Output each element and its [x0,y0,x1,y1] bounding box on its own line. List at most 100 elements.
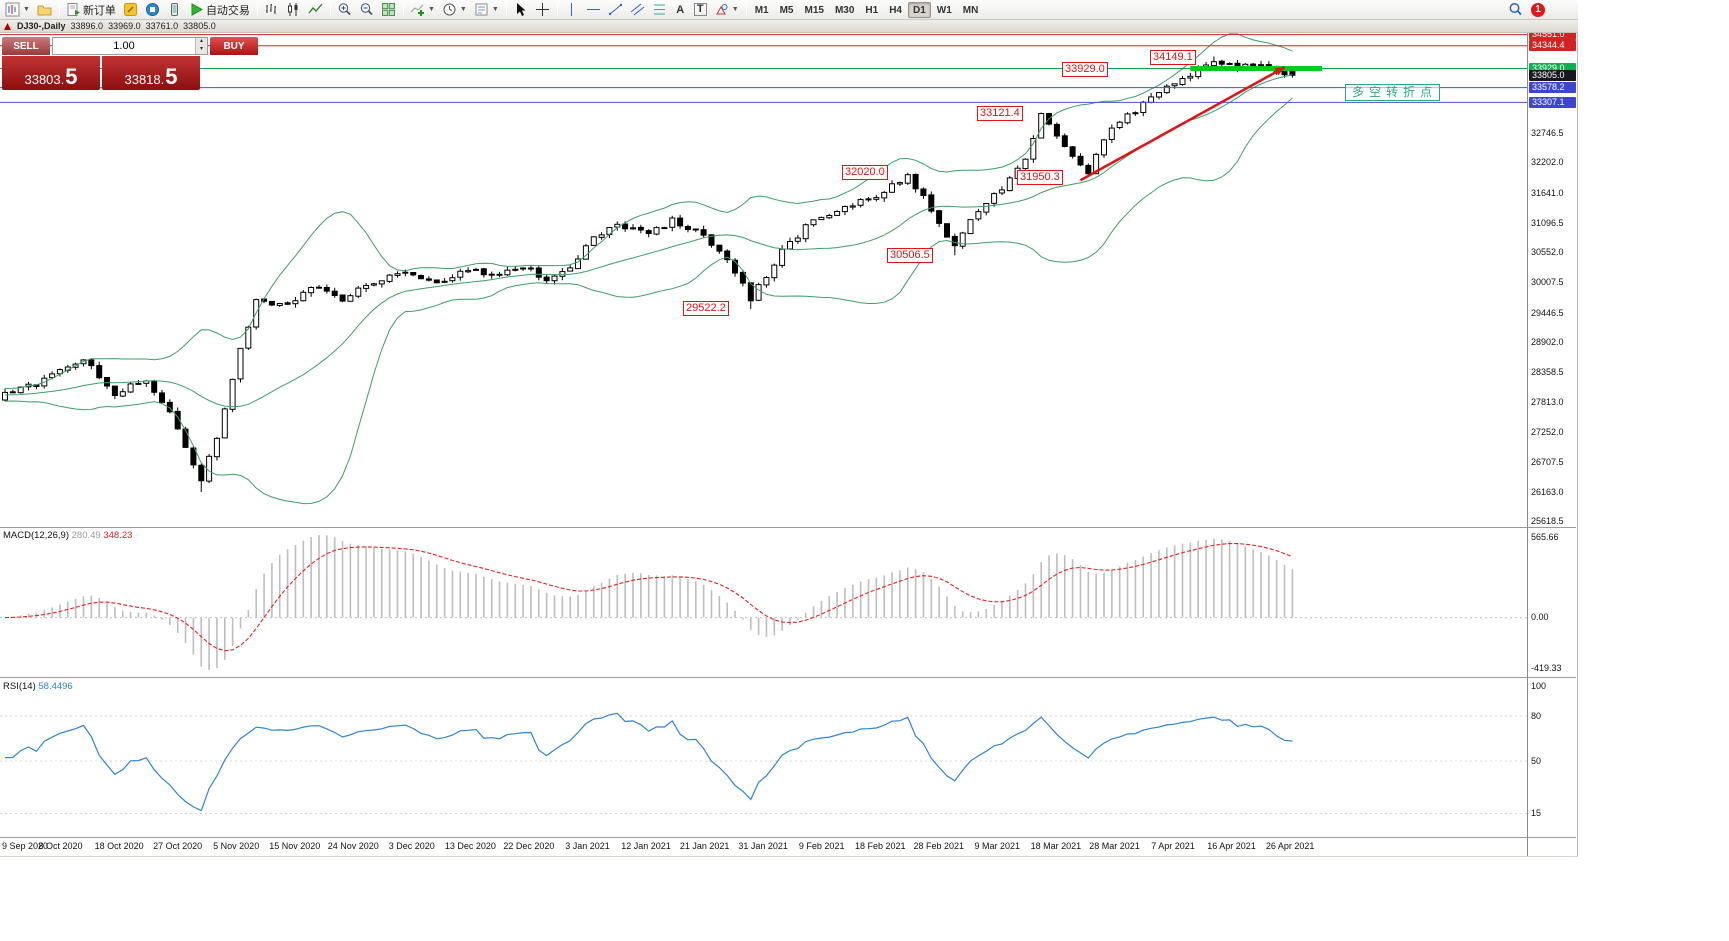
horizontal-line-button[interactable] [583,1,604,18]
tile-windows-button[interactable] [378,1,399,18]
time-axis[interactable]: 9 Sep 2020 8 Oct 2020 18 Oct 2020 27 Oct 20… [0,841,1527,855]
macd-label-row: MACD(12,26,9) 280.49 348.23 [3,530,132,541]
profiles-button[interactable] [34,1,55,18]
date-label: 28 Feb 2021 [913,841,965,851]
scale-label: 27813.0 [1531,396,1564,407]
volume-spin-buttons: ▴ ▾ [195,38,207,54]
scale-label: 28358.5 [1531,366,1564,377]
date-label: 3 Jan 2021 [565,841,610,851]
macd-value-main: 280.49 [71,530,101,541]
ohlc-low: 33761.0 [145,21,179,31]
chart-titl ebar[interactable]: DJ30-,Daily 33896.0 33969.0 33761.0 3380… [0,20,1578,33]
volume-input[interactable] [53,38,195,54]
scale-label: 50 [1531,755,1542,766]
ohlc-high: 33969.0 [108,21,141,31]
profiles-icon [37,5,52,16]
chevron-down-icon: ▼ [23,6,30,13]
date-label: 7 Apr 2021 [1151,841,1195,851]
buy-button[interactable]: BUY [210,37,258,55]
price-callout[interactable]: 33121.4 [977,106,1023,121]
price-callout[interactable]: 33929.0 [1062,62,1108,77]
notification-badge[interactable]: 1 [1531,2,1545,17]
sell-button[interactable]: SELL [2,37,50,55]
timeframe-h4-button[interactable]: H4 [889,4,902,16]
indicators-button[interactable]: ▼ [407,1,438,18]
date-label: 9 Sep 2020 [2,841,49,851]
search-button[interactable] [1508,2,1523,17]
toolbar-separator [58,3,60,16]
price-callout[interactable]: 34149.1 [1150,50,1196,65]
date-label: 27 Oct 2020 [153,841,203,851]
trendline-button[interactable] [605,1,626,18]
scale-label: 565.66 [1531,531,1559,542]
macd-name: MACD(12,26,9) [3,530,69,541]
volume-up-button[interactable]: ▴ [195,38,207,46]
window-bottom-border [0,856,1578,857]
timeframe-d1-button[interactable]: D1 [908,1,931,18]
channel-icon [630,3,645,16]
buy-price-button[interactable]: 33818. 5 [102,56,200,90]
price-callout[interactable]: 30506.5 [887,248,933,263]
mobile-phone-icon [170,3,178,16]
note-label[interactable]: 多空转折点 [1345,84,1441,101]
scale-label: 27252.0 [1531,427,1564,438]
line-chart-button[interactable] [305,1,326,18]
zoom-out-button[interactable] [356,1,377,18]
cursor-button[interactable] [510,1,531,18]
bar-chart-icon [265,4,276,14]
buy-price: 33818. [124,72,165,87]
candlestick-chart-button[interactable] [283,1,304,18]
periods-button[interactable]: ▼ [439,1,470,18]
zoom-out-icon [360,3,373,16]
timeframe-m30-button[interactable]: M30 [834,4,855,16]
one-click-trading-panel: SELL ▴ ▾ BUY 33803.5 33818.5 [2,37,258,90]
new-chart-button[interactable]: ▼ [2,1,33,18]
price-callout[interactable]: 31950.3 [1017,170,1063,185]
market-button[interactable] [142,1,163,18]
date-label: 18 Mar 2021 [1030,841,1082,851]
toolbar-separator [256,3,258,16]
cursor-icon [516,3,526,16]
autotrading-label: 自动交易 [205,4,250,17]
timeframe-h1-button[interactable]: H1 [865,4,879,16]
toolbar-right-cluster: 1 [1508,2,1545,17]
timeframe-mn-button[interactable]: MN [962,4,979,16]
chart-canvas[interactable] [0,0,1578,860]
timeframe-m15-button[interactable]: M15 [804,4,824,16]
line-chart-icon [308,3,323,14]
fibonacci-button[interactable] [649,1,670,18]
price-callout[interactable]: 32020.0 [842,165,888,180]
shapes-icon [715,4,728,15]
templates-button[interactable]: ▼ [471,1,502,18]
volume-down-button[interactable]: ▾ [195,46,207,54]
date-label: 15 Nov 2020 [269,841,321,851]
scale-label: 29446.5 [1531,307,1564,318]
bar-chart-button[interactable] [261,1,282,18]
price-callout[interactable]: 29522.2 [683,301,729,316]
autotrading-button[interactable]: 自动交易 [186,1,253,18]
date-label: 12 Jan 2021 [621,841,671,851]
metaeditor-button[interactable] [120,1,141,18]
zoom-in-button[interactable] [334,1,355,18]
ohlc-open: 33896.0 [70,21,104,31]
toolbar-separator [505,3,507,16]
timeframe-m1-button[interactable]: M1 [754,4,769,16]
arrows-tool-button[interactable]: ▼ [711,1,742,18]
mobile-app-button[interactable] [164,1,185,18]
toolbar-separator [402,3,404,16]
timeframe-m5-button[interactable]: M5 [779,4,794,16]
toolbar-separator [556,3,558,16]
timeframe-w1-button[interactable]: W1 [936,4,952,16]
buy-price-big-digit: 5 [165,64,178,89]
price-scale[interactable]: 32746.5 32202.0 31641.0 31096.5 30552.0 30007… [1529,0,1577,860]
crosshair-button[interactable] [532,1,553,18]
sell-price-button[interactable]: 33803. 5 [2,56,100,90]
chart-symbol-period: DJ30-,Daily [17,21,66,31]
label-tool-button[interactable]: T [691,1,710,18]
new-order-button[interactable]: 新订单 [63,1,119,18]
text-tool-button[interactable]: A [671,1,690,18]
scale-label: -419.33 [1531,662,1562,673]
channel-button[interactable] [627,1,648,18]
price-tag: 34344.4 [1529,40,1576,52]
vertical-line-button[interactable] [561,1,582,18]
